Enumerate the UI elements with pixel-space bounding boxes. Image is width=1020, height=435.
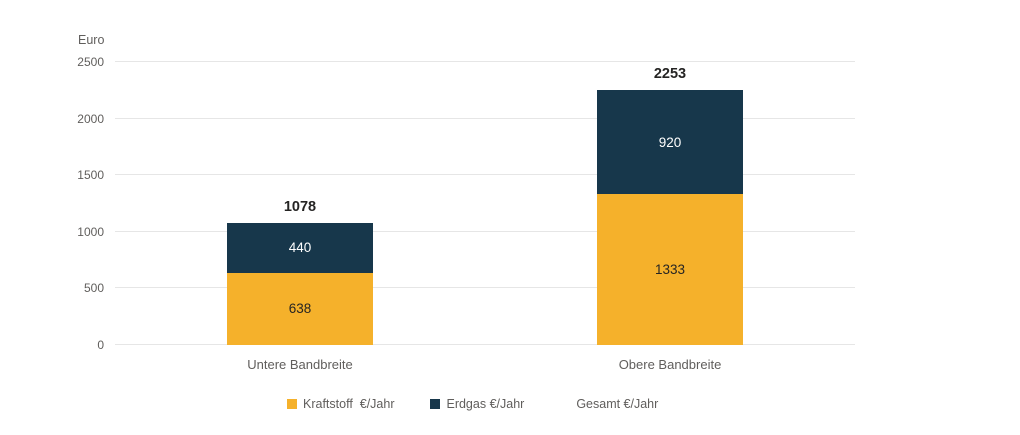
segment-value-label: 920 [658,134,682,150]
gridline [115,117,855,119]
bar-obere-bandbreite: 2253 920 1333 [597,66,743,345]
total-label-obere: 2253 [653,66,687,83]
legend-label-kraftstoff: Kraftstoff €/Jahr [303,397,395,411]
bar-segment-kraftstoff-untere[interactable]: 638 [227,272,373,345]
y-axis-tick-label: 0 [97,338,104,352]
total-label-untere: 1078 [283,199,317,216]
segment-value-label: 440 [288,240,312,256]
legend-label-erdgas: Erdgas €/Jahr [446,397,525,411]
bar-segment-kraftstoff-obere[interactable]: 1333 [597,194,743,345]
legend-item-kraftstoff[interactable]: Kraftstoff €/Jahr [287,397,394,411]
x-category-label-untere: Untere Bandbreite [247,357,353,372]
legend-swatch-gesamt-icon [560,399,571,409]
legend-item-erdgas[interactable]: Erdgas €/Jahr [430,397,524,411]
legend: Kraftstoff €/Jahr Erdgas €/Jahr Gesamt €… [287,397,658,411]
y-axis-tick-label: 2000 [77,111,104,126]
gridline [115,230,855,232]
segment-value-label: 1333 [654,262,686,278]
segment-value-label: 638 [288,301,312,317]
plot-area: 1078 440 638 2253 920 1333 Untere Bandbr… [77,55,855,372]
y-axis-tick-label: 2500 [77,55,104,69]
y-axis-title: Euro [78,33,105,47]
bar-untere-bandbreite: 1078 440 638 [227,199,373,345]
bar-segment-erdgas-untere[interactable]: 440 [227,223,373,273]
gridline [115,287,855,289]
y-axis-tick-label: 1500 [77,168,104,183]
gridline [115,344,855,345]
legend-label-gesamt: Gesamt €/Jahr [576,397,659,411]
legend-item-gesamt[interactable]: Gesamt €/Jahr [560,397,658,411]
gridline [115,174,855,176]
x-category-label-obere: Obere Bandbreite [618,357,722,372]
gridline [115,61,855,62]
bar-segment-erdgas-obere[interactable]: 920 [597,90,743,195]
y-axis-tick-label: 1000 [77,224,104,239]
y-axis-tick-label: 500 [83,281,104,296]
legend-swatch-kraftstoff-icon [287,399,297,409]
legend-swatch-erdgas-icon [430,399,441,409]
